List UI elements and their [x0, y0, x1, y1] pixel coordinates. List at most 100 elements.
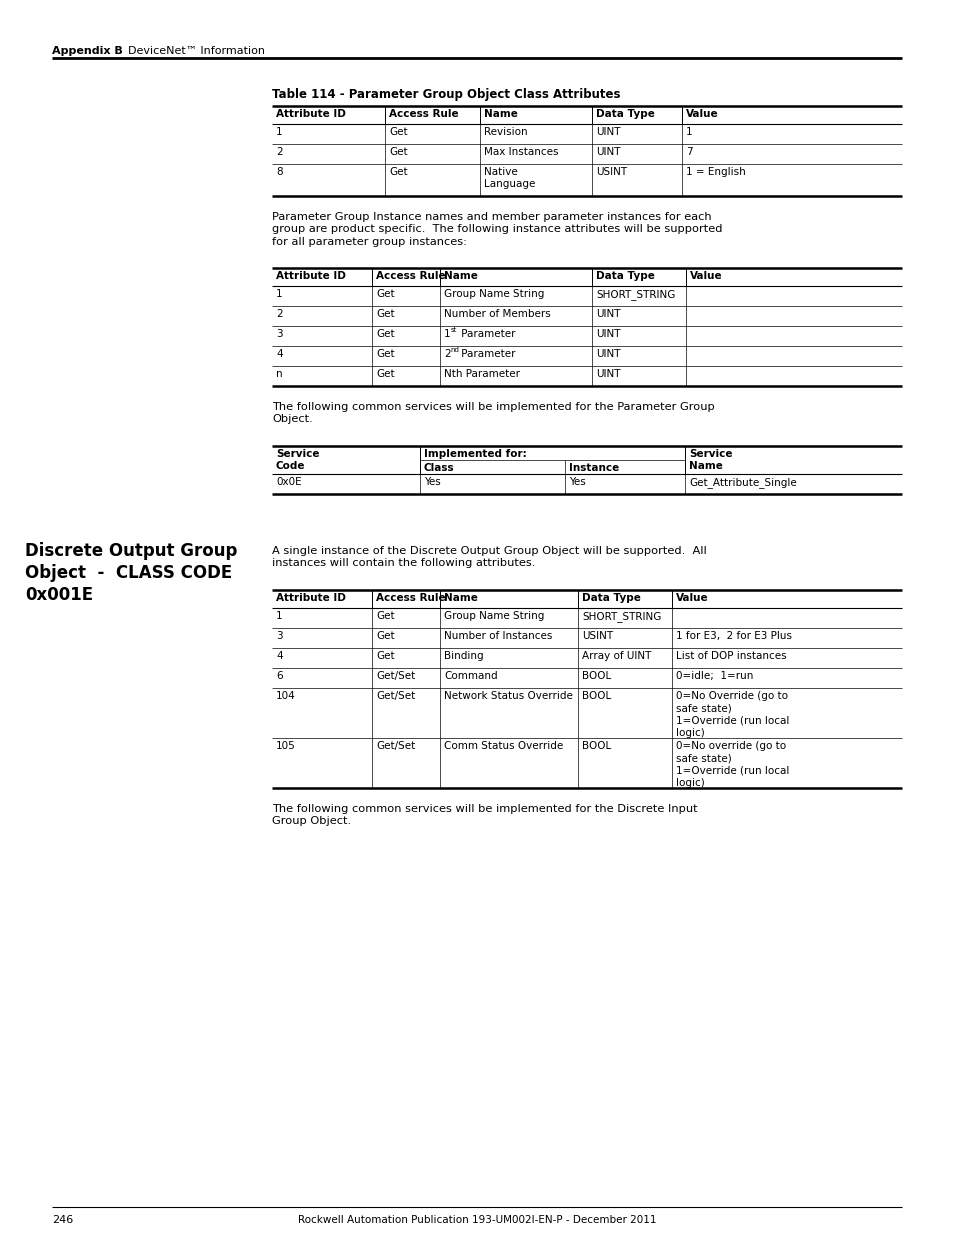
Text: 3: 3 [275, 329, 282, 338]
Text: Number of Members: Number of Members [443, 309, 550, 319]
Text: nd: nd [450, 347, 459, 353]
Text: Array of UINT: Array of UINT [581, 651, 651, 661]
Text: Data Type: Data Type [596, 109, 654, 119]
Text: UINT: UINT [596, 147, 619, 157]
Text: 2: 2 [443, 350, 450, 359]
Text: BOOL: BOOL [581, 671, 611, 680]
Text: Group Name String: Group Name String [443, 289, 544, 299]
Text: Access Rule: Access Rule [389, 109, 458, 119]
Text: Instance: Instance [568, 463, 618, 473]
Text: Table 114 - Parameter Group Object Class Attributes: Table 114 - Parameter Group Object Class… [272, 88, 619, 101]
Text: Value: Value [685, 109, 718, 119]
Text: 6: 6 [275, 671, 282, 680]
Text: 2: 2 [275, 147, 282, 157]
Text: 8: 8 [275, 167, 282, 177]
Text: Get/Set: Get/Set [375, 741, 415, 751]
Text: 3: 3 [275, 631, 282, 641]
Text: USINT: USINT [581, 631, 613, 641]
Text: Network Status Override: Network Status Override [443, 692, 572, 701]
Text: Data Type: Data Type [596, 270, 654, 282]
Text: 2: 2 [275, 309, 282, 319]
Text: Attribute ID: Attribute ID [275, 593, 346, 603]
Text: 4: 4 [275, 651, 282, 661]
Text: 1: 1 [275, 127, 282, 137]
Text: 1: 1 [275, 289, 282, 299]
Text: Get_Attribute_Single: Get_Attribute_Single [688, 477, 796, 488]
Text: Get: Get [375, 329, 395, 338]
Text: 105: 105 [275, 741, 295, 751]
Text: 1 = English: 1 = English [685, 167, 745, 177]
Text: 0x0E: 0x0E [275, 477, 301, 487]
Text: Name: Name [443, 593, 477, 603]
Text: Attribute ID: Attribute ID [275, 270, 346, 282]
Text: Binding: Binding [443, 651, 483, 661]
Text: Get: Get [375, 289, 395, 299]
Text: Command: Command [443, 671, 497, 680]
Text: UINT: UINT [596, 369, 619, 379]
Text: USINT: USINT [596, 167, 626, 177]
Text: BOOL: BOOL [581, 692, 611, 701]
Text: Comm Status Override: Comm Status Override [443, 741, 562, 751]
Text: Access Rule: Access Rule [375, 593, 445, 603]
Text: Get: Get [375, 369, 395, 379]
Text: Get: Get [389, 127, 407, 137]
Text: 1: 1 [685, 127, 692, 137]
Text: 7: 7 [685, 147, 692, 157]
Text: Value: Value [689, 270, 721, 282]
Text: Get: Get [389, 167, 407, 177]
Text: Value: Value [676, 593, 708, 603]
Text: SHORT_STRING: SHORT_STRING [581, 611, 660, 622]
Text: Service
Name: Service Name [688, 450, 732, 472]
Text: Appendix B: Appendix B [52, 46, 123, 56]
Text: n: n [275, 369, 282, 379]
Text: Parameter Group Instance names and member parameter instances for each
group are: Parameter Group Instance names and membe… [272, 212, 721, 247]
Text: DeviceNet™ Information: DeviceNet™ Information [128, 46, 265, 56]
Text: 0=No Override (go to
safe state)
1=Override (run local
logic): 0=No Override (go to safe state) 1=Overr… [676, 692, 788, 739]
Text: 246: 246 [52, 1215, 73, 1225]
Text: 1: 1 [443, 329, 450, 338]
Text: Revision: Revision [483, 127, 527, 137]
Text: Discrete Output Group
Object  -  CLASS CODE
0x001E: Discrete Output Group Object - CLASS COD… [25, 542, 237, 604]
Text: Access Rule: Access Rule [375, 270, 445, 282]
Text: 1: 1 [275, 611, 282, 621]
Text: List of DOP instances: List of DOP instances [676, 651, 786, 661]
Text: Name: Name [483, 109, 517, 119]
Text: 4: 4 [275, 350, 282, 359]
Text: Service
Code: Service Code [275, 450, 319, 472]
Text: Parameter: Parameter [457, 329, 515, 338]
Text: Class: Class [423, 463, 455, 473]
Text: Get/Set: Get/Set [375, 692, 415, 701]
Text: Rockwell Automation Publication 193-UM002I-EN-P - December 2011: Rockwell Automation Publication 193-UM00… [297, 1215, 656, 1225]
Text: SHORT_STRING: SHORT_STRING [596, 289, 675, 300]
Text: 0=No override (go to
safe state)
1=Override (run local
logic): 0=No override (go to safe state) 1=Overr… [676, 741, 788, 788]
Text: Nth Parameter: Nth Parameter [443, 369, 519, 379]
Text: UINT: UINT [596, 127, 619, 137]
Text: BOOL: BOOL [581, 741, 611, 751]
Text: Yes: Yes [568, 477, 585, 487]
Text: Parameter: Parameter [457, 350, 515, 359]
Text: The following common services will be implemented for the Discrete Input
Group O: The following common services will be im… [272, 804, 697, 826]
Text: Get: Get [375, 309, 395, 319]
Text: A single instance of the Discrete Output Group Object will be supported.  All
in: A single instance of the Discrete Output… [272, 546, 706, 568]
Text: Max Instances: Max Instances [483, 147, 558, 157]
Text: st: st [450, 327, 456, 333]
Text: UINT: UINT [596, 350, 619, 359]
Text: 0=idle;  1=run: 0=idle; 1=run [676, 671, 753, 680]
Text: Data Type: Data Type [581, 593, 640, 603]
Text: Get: Get [375, 631, 395, 641]
Text: Name: Name [443, 270, 477, 282]
Text: Attribute ID: Attribute ID [275, 109, 346, 119]
Text: Native
Language: Native Language [483, 167, 535, 189]
Text: Get: Get [375, 611, 395, 621]
Text: Group Name String: Group Name String [443, 611, 544, 621]
Text: Get/Set: Get/Set [375, 671, 415, 680]
Text: UINT: UINT [596, 329, 619, 338]
Text: 104: 104 [275, 692, 295, 701]
Text: Get: Get [375, 651, 395, 661]
Text: Number of Instances: Number of Instances [443, 631, 552, 641]
Text: Get: Get [375, 350, 395, 359]
Text: Implemented for:: Implemented for: [423, 450, 526, 459]
Text: The following common services will be implemented for the Parameter Group
Object: The following common services will be im… [272, 403, 714, 425]
Text: Yes: Yes [423, 477, 440, 487]
Text: Get: Get [389, 147, 407, 157]
